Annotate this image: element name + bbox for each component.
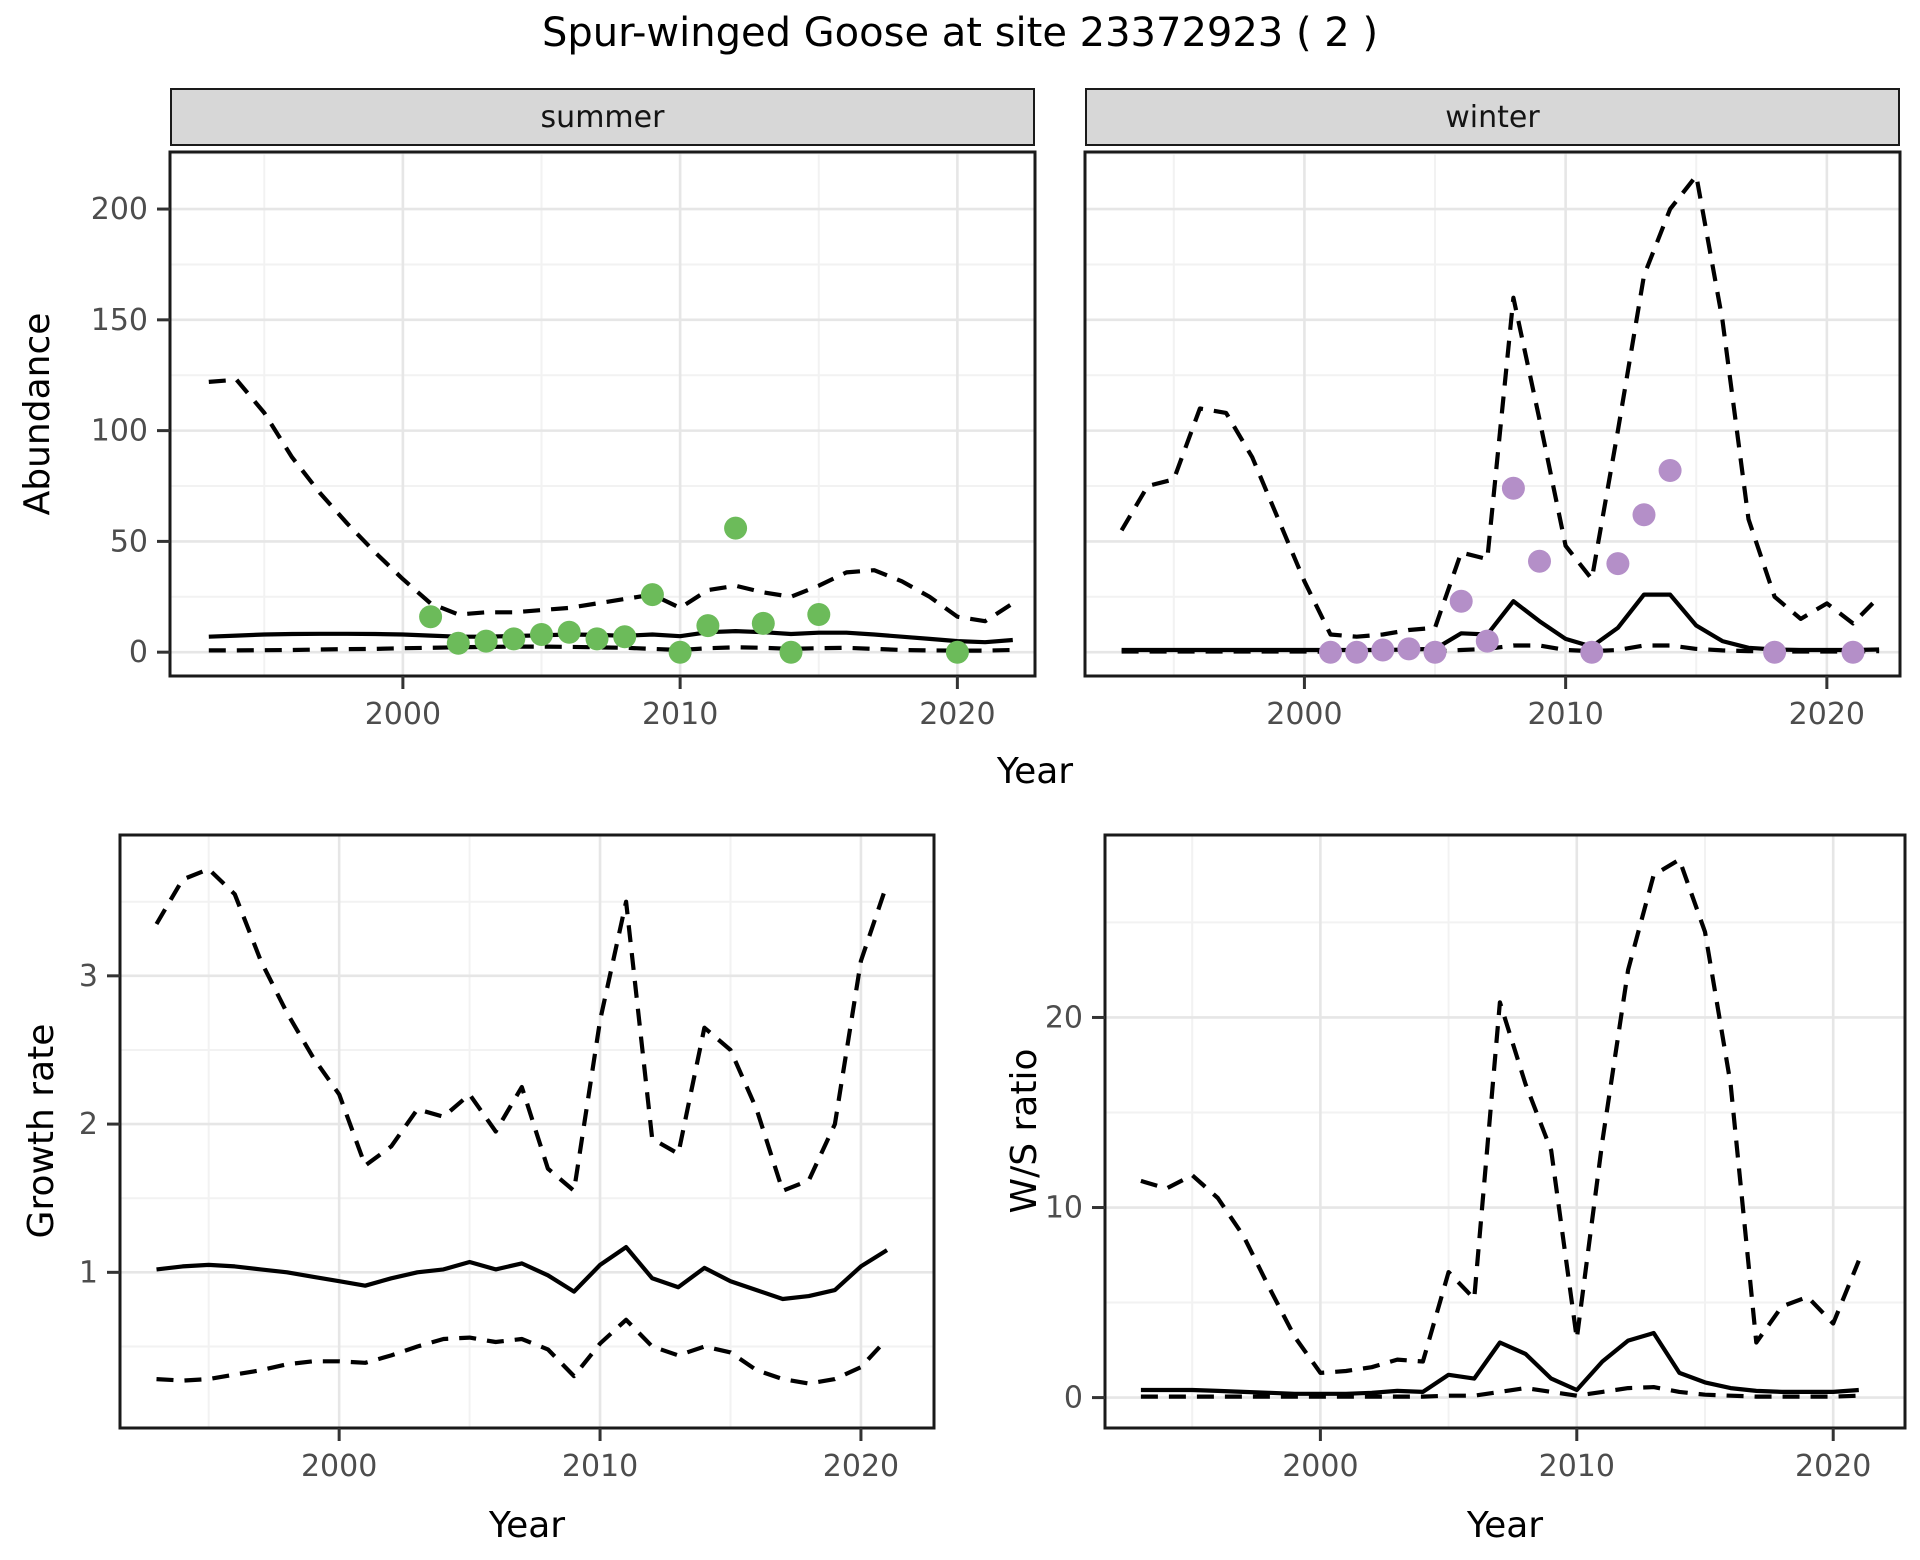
x-tick-label: 2010 [1539, 1449, 1615, 1484]
model_fit-line [1140, 1330, 1859, 1396]
observed-point [1449, 589, 1473, 613]
y-tick-label: 2 [79, 1107, 98, 1142]
observed-point [945, 640, 969, 664]
observed-point [1319, 640, 1342, 664]
observed-point [1528, 549, 1551, 573]
y-tick-label: 0 [1064, 1381, 1083, 1416]
upper_ci-line [1119, 173, 1881, 639]
observed-point [1763, 640, 1787, 664]
observed-point [751, 611, 775, 635]
observed-point [807, 603, 831, 626]
upper_ci-line [1140, 857, 1861, 1376]
observed-point [696, 614, 720, 638]
observed-point [1658, 459, 1682, 482]
x-tick-label: 2000 [301, 1449, 377, 1484]
chart-panel-ws-ratio: 2000 2010 2020 0 10 20 [1045, 833, 1907, 1484]
observed-point [1345, 640, 1369, 664]
observed-point [1501, 476, 1525, 500]
observed-point [1606, 552, 1630, 576]
panel-border [1103, 833, 1907, 1430]
chart-panel-abundance-summer: 2000 2010 2020 0 50 100 150 200 [91, 150, 1037, 732]
facet-strip-winter: winter [1085, 88, 1900, 146]
plot-title: Spur-winged Goose at site 23372923 ( 2 ) [541, 10, 1379, 56]
lower_ci-line [156, 1317, 889, 1386]
facet-strip-summer-label: summer [540, 99, 665, 135]
panel-border [118, 833, 936, 1430]
y-tick-label: 100 [91, 414, 148, 449]
x-tick-label: 2000 [1282, 1449, 1358, 1484]
x-tick-label: 2000 [365, 697, 441, 732]
observed-point [502, 627, 526, 651]
x-tick-label: 2020 [823, 1449, 899, 1484]
observed-point [724, 516, 748, 540]
x-tick-label: 2000 [1266, 697, 1342, 732]
observed-point [1841, 640, 1865, 664]
x-tick-label: 2020 [1789, 697, 1865, 732]
facet-strip-summer: summer [170, 88, 1035, 146]
observed-point [779, 640, 803, 664]
y-tick-label: 1 [79, 1255, 98, 1290]
model_fit-line [156, 1244, 889, 1302]
observed-point [1423, 640, 1447, 664]
panel-background [1105, 835, 1905, 1428]
y-tick-label: 10 [1045, 1191, 1083, 1226]
observed-point [613, 625, 637, 649]
x-tick-label: 2020 [919, 697, 995, 732]
upper_ci-line [154, 866, 889, 1193]
x-tick-label: 2020 [1795, 1449, 1871, 1484]
observed-point [1632, 503, 1656, 527]
x-axis-title-year-bottom-right: Year [1466, 1505, 1544, 1546]
panel-border [168, 150, 1037, 678]
observed-point [530, 623, 553, 646]
y-tick-label: 50 [110, 524, 148, 559]
observed-point [640, 583, 664, 607]
observed-point [557, 620, 581, 644]
x-axis-title-year-top: Year [996, 751, 1074, 792]
panel-background [120, 835, 934, 1428]
observed-point [446, 631, 470, 655]
observed-point [1475, 629, 1499, 653]
observed-point [668, 640, 692, 664]
observed_counts_summer [419, 516, 969, 664]
lower_ci-line [1121, 643, 1880, 654]
panel-border [1083, 150, 1902, 678]
observed-point [474, 629, 498, 653]
y-tick-label: 150 [91, 303, 148, 338]
panel-background [170, 152, 1035, 676]
chart-panel-growth-rate: 2000 2010 2020 1 2 3 [79, 833, 936, 1484]
x-tick-label: 2010 [562, 1449, 638, 1484]
lower_ci-line [1140, 1384, 1859, 1399]
x-tick-label: 2010 [642, 697, 718, 732]
model_fit-line [208, 628, 1013, 645]
y-tick-label: 0 [129, 635, 148, 670]
observed-point [419, 605, 443, 629]
observed_counts_winter [1319, 459, 1865, 664]
observed-point [1371, 638, 1395, 662]
x-axis-title-year-bottom-left: Year [488, 1505, 566, 1546]
observed-point [1397, 637, 1421, 661]
observed-point [1580, 640, 1604, 664]
observed-point [585, 627, 609, 651]
lower_ci-line [208, 644, 1013, 653]
y-tick-label: 20 [1045, 1000, 1083, 1035]
facet-strip-winter-label: winter [1445, 99, 1540, 135]
chart-panel-abundance-winter: 2000 2010 2020 [1083, 150, 1902, 732]
upper_ci-line [208, 377, 1014, 624]
x-tick-label: 2010 [1527, 697, 1603, 732]
y-tick-label: 200 [91, 192, 148, 227]
y-tick-label: 3 [79, 959, 98, 994]
